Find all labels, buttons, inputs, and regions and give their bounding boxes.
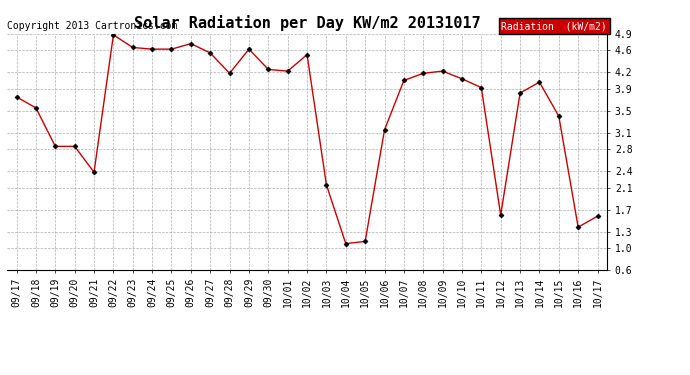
Text: Radiation  (kW/m2): Radiation (kW/m2) bbox=[502, 21, 607, 32]
Text: Copyright 2013 Cartronics.com: Copyright 2013 Cartronics.com bbox=[7, 21, 177, 32]
Title: Solar Radiation per Day KW/m2 20131017: Solar Radiation per Day KW/m2 20131017 bbox=[134, 15, 480, 31]
